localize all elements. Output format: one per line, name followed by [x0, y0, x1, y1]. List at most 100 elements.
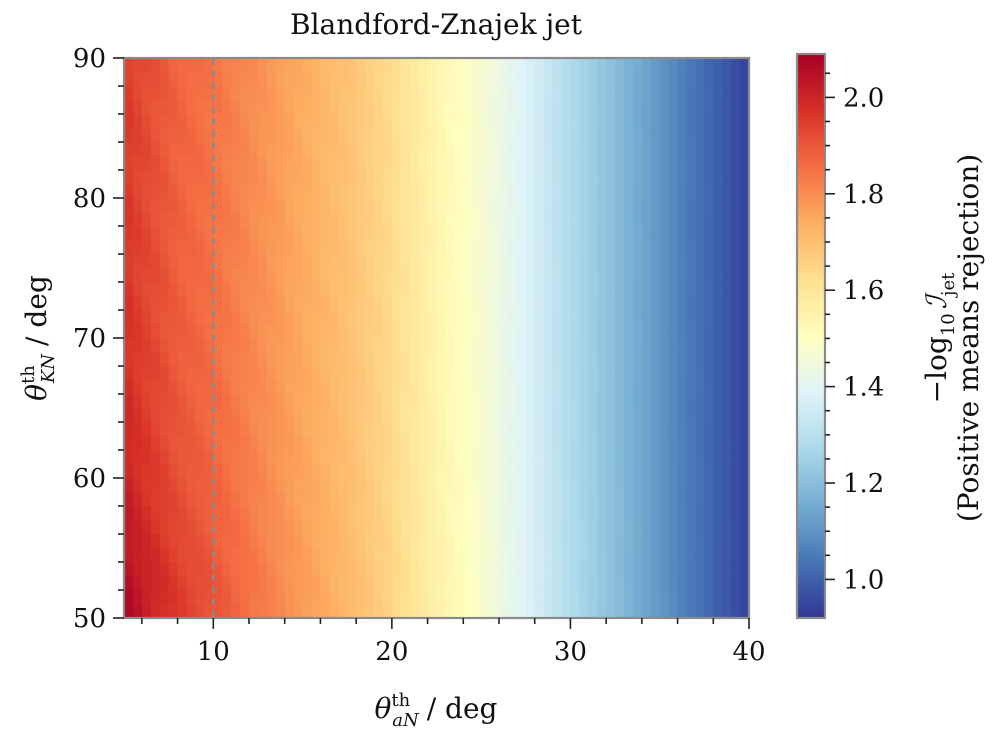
- heatmap-cell: [302, 100, 313, 115]
- heatmap-cell: [507, 58, 518, 73]
- heatmap-cell: [615, 506, 625, 521]
- heatmap-cell: [365, 156, 375, 171]
- heatmap-cell: [150, 226, 161, 241]
- heatmap-cell: [695, 590, 705, 605]
- heatmap-cell: [302, 576, 313, 591]
- heatmap-cell: [186, 254, 197, 269]
- heatmap-cell: [195, 352, 205, 367]
- heatmap-cell: [525, 156, 536, 171]
- heatmap-cell: [374, 576, 384, 591]
- heatmap-cell: [409, 58, 420, 73]
- heatmap-cell: [293, 380, 304, 395]
- heatmap-cell: [293, 142, 304, 157]
- heatmap-cell: [606, 436, 616, 451]
- heatmap-cell: [463, 576, 473, 591]
- heatmap-cell: [418, 492, 429, 507]
- heatmap-cell: [472, 58, 482, 73]
- heatmap-cell: [579, 212, 589, 227]
- heatmap-cell: [249, 324, 259, 339]
- heatmap-cell: [579, 436, 589, 451]
- heatmap-cell: [668, 562, 679, 577]
- heatmap-cell: [481, 240, 491, 255]
- heatmap-cell: [427, 324, 438, 339]
- heatmap-cell: [499, 576, 509, 591]
- heatmap-cell: [409, 226, 420, 241]
- heatmap-cell: [320, 198, 330, 213]
- heatmap-cell: [240, 324, 250, 339]
- heatmap-cell: [275, 492, 286, 507]
- heatmap-cell: [436, 268, 447, 283]
- heatmap-cell: [382, 240, 393, 255]
- heatmap-cell: [266, 506, 277, 521]
- heatmap-cell: [704, 394, 714, 409]
- heatmap-cell: [624, 128, 634, 143]
- heatmap-cell: [374, 212, 384, 227]
- heatmap-cell: [240, 212, 250, 227]
- heatmap-cell: [472, 366, 482, 381]
- heatmap-cell: [400, 142, 411, 157]
- heatmap-cell: [632, 520, 643, 535]
- heatmap-cell: [382, 184, 393, 199]
- heatmap-cell: [266, 478, 277, 493]
- heatmap-cell: [150, 254, 161, 269]
- heatmap-cell: [168, 548, 179, 563]
- heatmap-cell: [329, 352, 339, 367]
- heatmap-cell: [722, 338, 732, 353]
- heatmap-cell: [624, 520, 634, 535]
- heatmap-cell: [454, 464, 464, 479]
- heatmap-cell: [249, 548, 259, 563]
- heatmap-cell: [552, 548, 563, 563]
- heatmap-cell: [677, 506, 688, 521]
- heatmap-cell: [204, 324, 214, 339]
- heatmap-cell: [329, 184, 339, 199]
- heatmap-cell: [552, 590, 563, 605]
- heatmap-cell: [704, 282, 714, 297]
- heatmap-cell: [624, 324, 634, 339]
- heatmap-cell: [695, 548, 705, 563]
- heatmap-cell: [463, 506, 473, 521]
- heatmap-cell: [257, 338, 268, 353]
- heatmap-cell: [213, 268, 223, 283]
- heatmap-cell: [570, 72, 580, 87]
- heatmap-cell: [561, 198, 572, 213]
- heatmap-cell: [159, 450, 170, 465]
- heatmap-cell: [632, 58, 643, 73]
- heatmap-cell: [382, 142, 393, 157]
- heatmap-cell: [659, 548, 670, 563]
- heatmap-cell: [543, 380, 554, 395]
- heatmap-cell: [150, 604, 161, 618]
- heatmap-cell: [624, 506, 634, 521]
- y-axis-title: θthKN/ deg: [18, 275, 59, 401]
- heatmap-cell: [624, 366, 634, 381]
- heatmap-cell: [695, 114, 705, 129]
- heatmap-cell: [141, 394, 152, 409]
- heatmap-cell: [338, 142, 348, 157]
- heatmap-cell: [159, 338, 170, 353]
- heatmap-cell: [195, 170, 205, 185]
- heatmap-cell: [579, 128, 589, 143]
- heatmap-cell: [195, 562, 205, 577]
- heatmap-cell: [534, 282, 545, 297]
- heatmap-cell: [168, 282, 179, 297]
- heatmap-cell: [356, 296, 366, 311]
- heatmap-cell: [731, 58, 741, 73]
- heatmap-cell: [329, 72, 339, 87]
- heatmap-cell: [606, 184, 616, 199]
- heatmap-cell: [222, 604, 232, 618]
- heatmap-cell: [454, 58, 464, 73]
- heatmap-cell: [347, 436, 357, 451]
- heatmap-cell: [561, 604, 572, 618]
- heatmap-cell: [606, 338, 616, 353]
- heatmap-cell: [391, 394, 402, 409]
- heatmap-cell: [204, 184, 214, 199]
- heatmap-cell: [275, 100, 286, 115]
- heatmap-cell: [204, 464, 214, 479]
- heatmap-cell: [668, 72, 679, 87]
- heatmap-cell: [579, 142, 589, 157]
- heatmap-cell: [409, 366, 420, 381]
- heatmap-cell: [329, 86, 339, 101]
- heatmap-cell: [427, 436, 438, 451]
- heatmap-cell: [534, 352, 545, 367]
- heatmap-cell: [195, 338, 205, 353]
- heatmap-cell: [588, 408, 598, 423]
